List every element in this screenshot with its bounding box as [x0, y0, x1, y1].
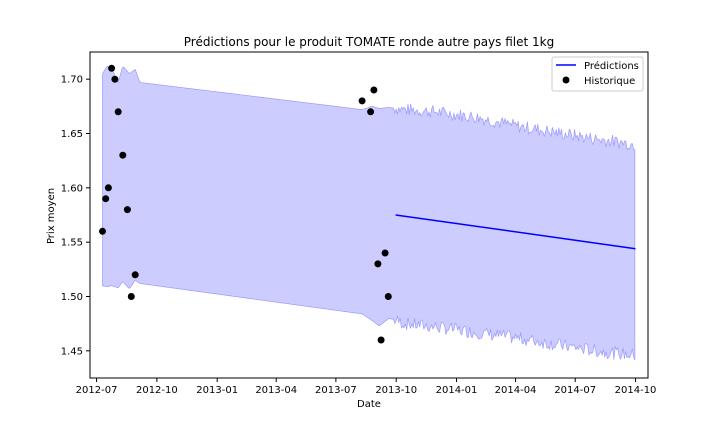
axes: 2012-07 2012-10 2013-01 2013-04 2013-07 2013-… — [61, 51, 657, 396]
x-tick-label: 2013-07 — [315, 385, 357, 396]
historique-point — [131, 271, 139, 279]
axes-frame — [89, 51, 649, 379]
chart-title: Prédictions pour le produit TOMATE ronde… — [184, 35, 554, 49]
y-tick-label: 1.65 — [61, 129, 83, 140]
x-tick-label: 2012-07 — [76, 385, 118, 396]
historique-point — [108, 64, 116, 72]
historique-point — [384, 293, 392, 300]
historique-point — [119, 151, 127, 159]
legend-dot-marker — [562, 76, 570, 84]
y-tick-label: 1.50 — [61, 292, 83, 303]
historique-point — [111, 75, 119, 83]
historique-point — [104, 184, 112, 192]
y-tick-label: 1.70 — [61, 75, 83, 86]
historique-point — [114, 108, 122, 116]
prediction-line — [395, 214, 636, 250]
legend-label-predictions: Prédictions — [584, 60, 639, 72]
confidence-band — [102, 66, 636, 361]
historique-point — [367, 108, 375, 116]
y-tick-label: 1.45 — [61, 346, 83, 357]
legend: Prédictions Historique — [551, 56, 644, 92]
x-tick-label: 2014-04 — [495, 385, 537, 396]
plot-area — [99, 64, 636, 361]
x-tick-label: 2014-01 — [436, 385, 478, 396]
x-tick-label: 2013-01 — [196, 385, 238, 396]
historique-point — [102, 195, 110, 203]
x-tick-label: 2013-10 — [375, 385, 417, 396]
x-tick-label: 2013-04 — [255, 385, 297, 396]
historique-point — [127, 293, 135, 300]
y-tick-label: 1.60 — [61, 183, 83, 194]
historique-point — [358, 97, 366, 105]
y-axis-label: Prix moyen — [46, 188, 57, 244]
legend-label-historique: Historique — [584, 76, 635, 87]
historique-point — [381, 249, 389, 257]
historique-point — [99, 227, 106, 235]
x-axis-label: Date — [357, 399, 381, 410]
x-tick-label: 2012-10 — [136, 385, 178, 396]
historique-point — [374, 260, 382, 268]
historique-point — [370, 86, 378, 94]
y-tick-label: 1.55 — [61, 238, 83, 249]
historique-point — [123, 206, 131, 214]
x-tick-label: 2014-07 — [554, 385, 596, 396]
historique-point — [377, 336, 385, 344]
x-tick-label: 2014-10 — [615, 385, 657, 396]
